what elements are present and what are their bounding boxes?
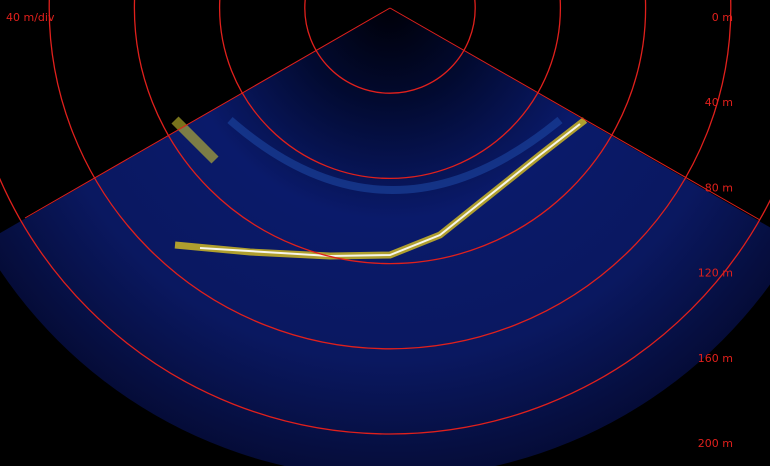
range-label: 80 m [705,181,733,194]
sonar-display: 0 m40 m80 m120 m160 m200 m 40 m/div [0,0,770,466]
range-label: 0 m [712,11,733,24]
scale-label: 40 m/div [6,11,55,24]
range-label: 160 m [698,352,733,365]
range-label: 200 m [698,437,733,450]
